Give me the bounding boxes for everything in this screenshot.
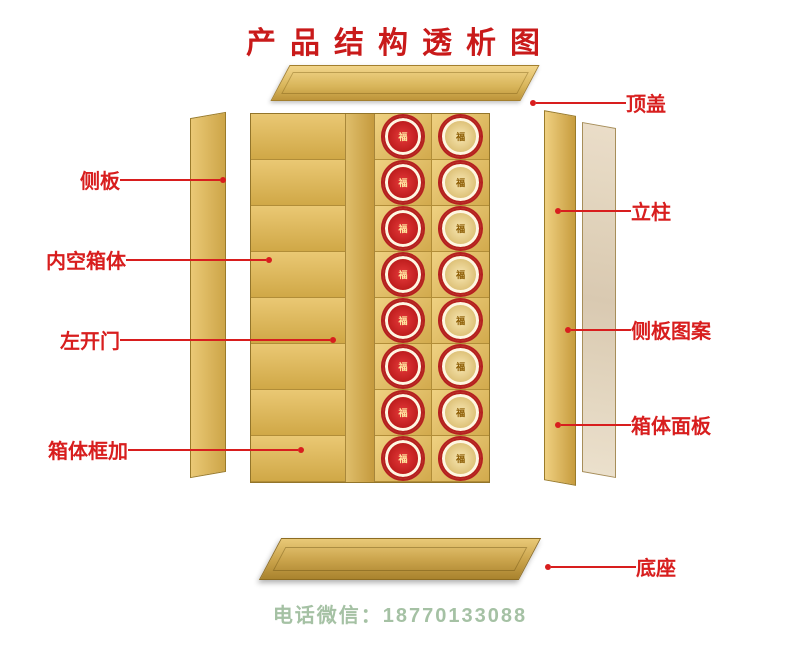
- leader-line: [126, 259, 266, 261]
- face-cell: 福: [375, 436, 433, 481]
- medallion-red: 福: [383, 438, 424, 479]
- leader-dot: [330, 337, 336, 343]
- face-row: 福福: [375, 390, 489, 436]
- callout-frame: 箱体框加: [48, 435, 304, 464]
- medallion-gold: 福: [440, 346, 481, 387]
- callout-label: 侧板图案: [631, 315, 711, 344]
- left-door-slab: [346, 114, 375, 482]
- medallion-gold: 福: [440, 208, 481, 249]
- leader-dot: [298, 447, 304, 453]
- face-row: 福福: [375, 436, 489, 482]
- base-plinth: [259, 538, 541, 580]
- watermark-text: 电话微信：18770133088: [0, 599, 800, 628]
- shelf-slot: [251, 390, 345, 436]
- leader-line: [561, 424, 631, 426]
- face-cell: 福: [432, 390, 489, 435]
- callout-side_panel: 侧板: [80, 165, 226, 194]
- medallion-gold: 福: [440, 116, 481, 157]
- callout-label: 左开门: [60, 325, 120, 354]
- callout-label: 内空箱体: [46, 245, 126, 274]
- face-row: 福福: [375, 160, 489, 206]
- callout-face_panel: 箱体面板: [555, 410, 711, 439]
- medallion-red: 福: [383, 162, 424, 203]
- leader-line: [120, 179, 220, 181]
- face-cell: 福: [375, 206, 433, 251]
- face-row: 福福: [375, 114, 489, 160]
- face-cell: 福: [432, 436, 489, 481]
- callout-base: 底座: [545, 552, 676, 581]
- callout-side_pattern: 侧板图案: [565, 315, 711, 344]
- callout-pillar: 立柱: [555, 196, 671, 225]
- medallion-red: 福: [383, 392, 424, 433]
- callout-label: 箱体面板: [631, 410, 711, 439]
- face-cell: 福: [375, 344, 433, 389]
- medallion-gold: 福: [440, 162, 481, 203]
- leader-line: [561, 210, 631, 212]
- face-row: 福福: [375, 252, 489, 298]
- leader-line: [551, 566, 636, 568]
- medallion-gold: 福: [440, 392, 481, 433]
- medallion-gold: 福: [440, 254, 481, 295]
- face-cell: 福: [432, 206, 489, 251]
- exploded-cabinet: 福福福福福福福福福福福福福福福福: [230, 95, 540, 535]
- callout-label: 顶盖: [626, 88, 666, 117]
- callout-label: 底座: [636, 552, 676, 581]
- shelf-slot: [251, 160, 345, 206]
- callout-label: 侧板: [80, 165, 120, 194]
- face-cell: 福: [375, 298, 433, 343]
- callout-inner_box: 内空箱体: [46, 245, 272, 274]
- face-row: 福福: [375, 344, 489, 390]
- leader-line: [571, 329, 631, 331]
- shelf-slot: [251, 114, 345, 160]
- medallion-gold: 福: [440, 438, 481, 479]
- leader-line: [120, 339, 330, 341]
- face-cell: 福: [432, 252, 489, 297]
- face-row: 福福: [375, 298, 489, 344]
- inner-shelf-column: [251, 114, 346, 482]
- leader-dot: [220, 177, 226, 183]
- face-cell: 福: [375, 390, 433, 435]
- medallion-red: 福: [383, 300, 424, 341]
- face-cell: 福: [375, 252, 433, 297]
- leader-line: [536, 102, 626, 104]
- cabinet-body: 福福福福福福福福福福福福福福福福: [250, 113, 490, 483]
- callout-label: 箱体框加: [48, 435, 128, 464]
- medallion-red: 福: [383, 254, 424, 295]
- page-title: 产品结构透析图: [0, 18, 800, 62]
- medallion-red: 福: [383, 208, 424, 249]
- medallion-gold: 福: [440, 300, 481, 341]
- face-cell: 福: [432, 344, 489, 389]
- medallion-red: 福: [383, 346, 424, 387]
- leader-line: [128, 449, 298, 451]
- face-cell: 福: [432, 114, 489, 159]
- face-cell: 福: [375, 114, 433, 159]
- callout-top_lid: 顶盖: [530, 88, 666, 117]
- face-cell: 福: [432, 298, 489, 343]
- leader-dot: [266, 257, 272, 263]
- face-cell: 福: [375, 160, 433, 205]
- top-lid: [270, 65, 539, 101]
- face-panel-column: 福福福福福福福福福福福福福福福福: [375, 114, 489, 482]
- callout-left_door: 左开门: [60, 325, 336, 354]
- face-cell: 福: [432, 160, 489, 205]
- medallion-red: 福: [383, 116, 424, 157]
- face-row: 福福: [375, 206, 489, 252]
- callout-label: 立柱: [631, 196, 671, 225]
